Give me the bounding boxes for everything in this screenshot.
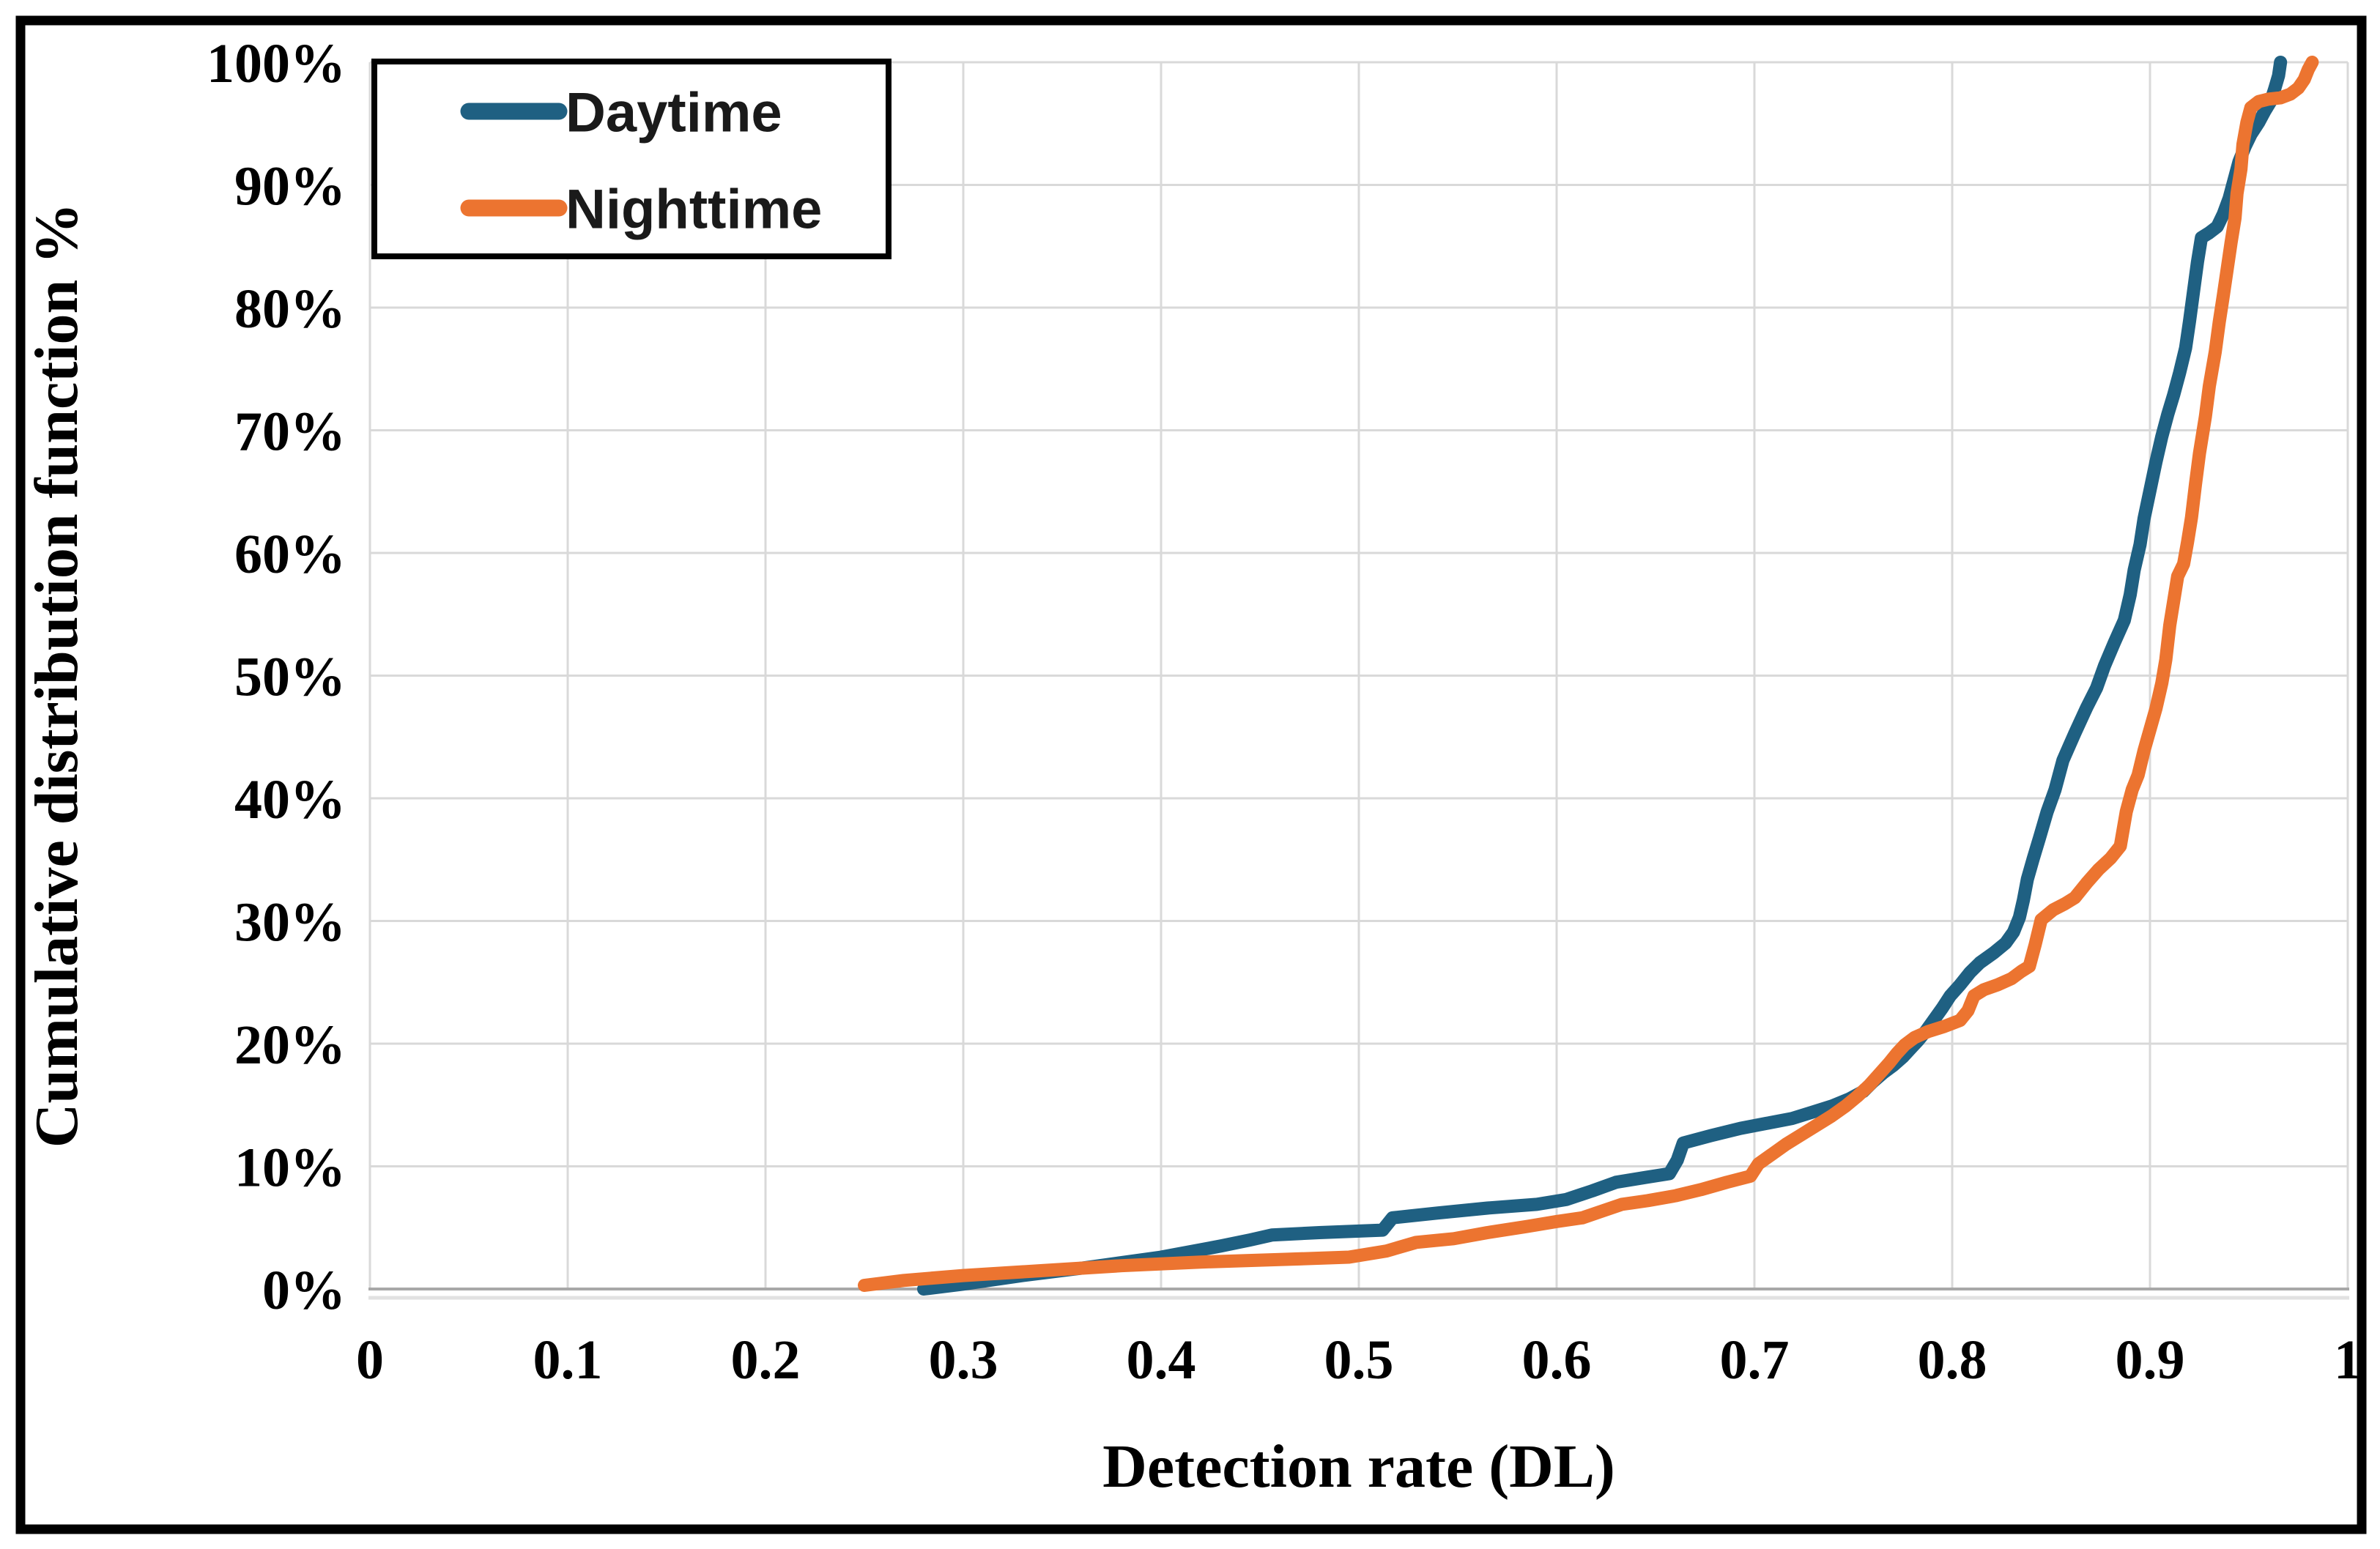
x-tick-label: 0.7 [1720,1329,1790,1391]
daytime-series-line [917,56,2288,1296]
x-tick-label: 0.2 [731,1329,801,1391]
y-tick-label: 40% [234,769,346,831]
gridlines [368,61,2349,1289]
y-tick-label: 70% [234,401,346,463]
x-tick-label: 0.1 [533,1329,603,1391]
legend-daytime-label: Daytime [566,81,782,144]
x-tick-label: 0.3 [929,1329,998,1391]
x-tick-label: 0.5 [1324,1329,1394,1391]
x-tick-label: 0.6 [1522,1329,1592,1391]
legend-nighttime-label: Nighttime [566,178,822,240]
x-tick-label: 0.8 [1918,1329,1987,1391]
figure-border [15,15,2367,1534]
y-tick-labels: 0% 10% 20% 30% 40% 50% 60% 70% 80% 90% 100% [207,33,346,1321]
x-tick-label: 1 [2334,1329,2362,1391]
series-lines [858,56,2319,1296]
y-tick-label: 30% [234,892,346,954]
y-tick-label: 20% [234,1014,346,1076]
legend: Daytime Nighttime [371,59,891,259]
x-tick-labels: 0 0.1 0.2 0.3 0.4 0.5 0.6 0.7 0.8 0.9 1 [356,1329,2362,1391]
y-tick-label: 60% [234,524,346,585]
y-tick-label: 0% [262,1260,346,1321]
x-tick-label: 0.9 [2116,1329,2185,1391]
x-tick-label: 0.4 [1127,1329,1196,1391]
y-tick-label: 50% [234,647,346,708]
y-axis-title: Cumulative distribution function % [23,203,91,1148]
axis-lines [368,1288,2349,1300]
x-tick-label: 0 [356,1329,384,1391]
y-tick-label: 10% [234,1137,346,1199]
y-tick-label: 80% [234,278,346,340]
nighttime-series-line [858,56,2319,1292]
y-tick-label: 90% [234,156,346,218]
y-tick-label: 100% [207,33,346,94]
legend-box [371,59,891,259]
x-axis-title: Detection rate (DL) [1102,1433,1615,1501]
